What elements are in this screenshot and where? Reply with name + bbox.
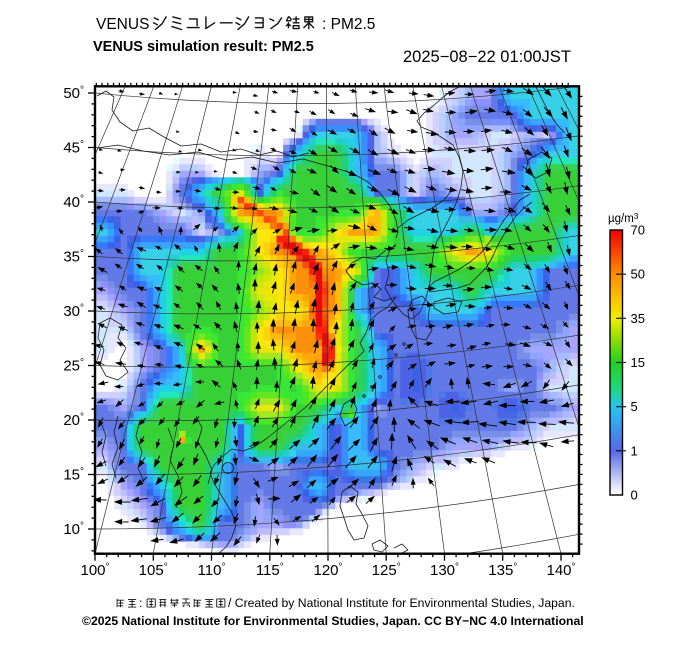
svg-text:125°: 125° xyxy=(372,562,401,579)
svg-text:100°: 100° xyxy=(80,562,109,579)
svg-text:VENUS: VENUS xyxy=(96,16,149,33)
svg-text:20°: 20° xyxy=(63,412,84,429)
svg-text:/ Created by National Institut: / Created by National Institute for Envi… xyxy=(228,596,575,610)
svg-text:15°: 15° xyxy=(63,467,84,484)
svg-text:0: 0 xyxy=(631,488,638,503)
svg-text:35°: 35° xyxy=(63,249,84,266)
svg-text:µg/m3: µg/m3 xyxy=(608,211,639,225)
svg-text:VENUS simulation result: PM2.5: VENUS simulation result: PM2.5 xyxy=(93,39,314,55)
svg-text:140°: 140° xyxy=(546,562,575,579)
svg-text:50: 50 xyxy=(631,267,645,282)
svg-text:©2025 National Institute for E: ©2025 National Institute for Environment… xyxy=(82,614,584,628)
svg-text:115°: 115° xyxy=(256,562,284,579)
svg-text:45°: 45° xyxy=(63,140,84,157)
svg-text:130°: 130° xyxy=(430,562,459,579)
svg-text:105°: 105° xyxy=(139,562,168,579)
svg-text:70: 70 xyxy=(631,223,645,238)
svg-text:35: 35 xyxy=(631,311,645,326)
svg-text:: PM2.5: : PM2.5 xyxy=(322,16,375,33)
svg-text:2025−08−22 01:00JST: 2025−08−22 01:00JST xyxy=(403,48,571,66)
svg-text:120°: 120° xyxy=(313,562,342,579)
svg-text:110°: 110° xyxy=(198,562,226,579)
svg-text:50°: 50° xyxy=(63,85,84,102)
svg-text:135°: 135° xyxy=(488,562,517,579)
svg-text::: : xyxy=(139,596,142,610)
svg-text:10°: 10° xyxy=(63,521,84,538)
svg-text:25°: 25° xyxy=(63,358,84,375)
svg-text:30°: 30° xyxy=(63,303,84,320)
svg-text:1: 1 xyxy=(631,443,638,458)
svg-text:5: 5 xyxy=(631,399,638,414)
svg-text:15: 15 xyxy=(631,355,645,370)
svg-text:40°: 40° xyxy=(63,194,84,211)
